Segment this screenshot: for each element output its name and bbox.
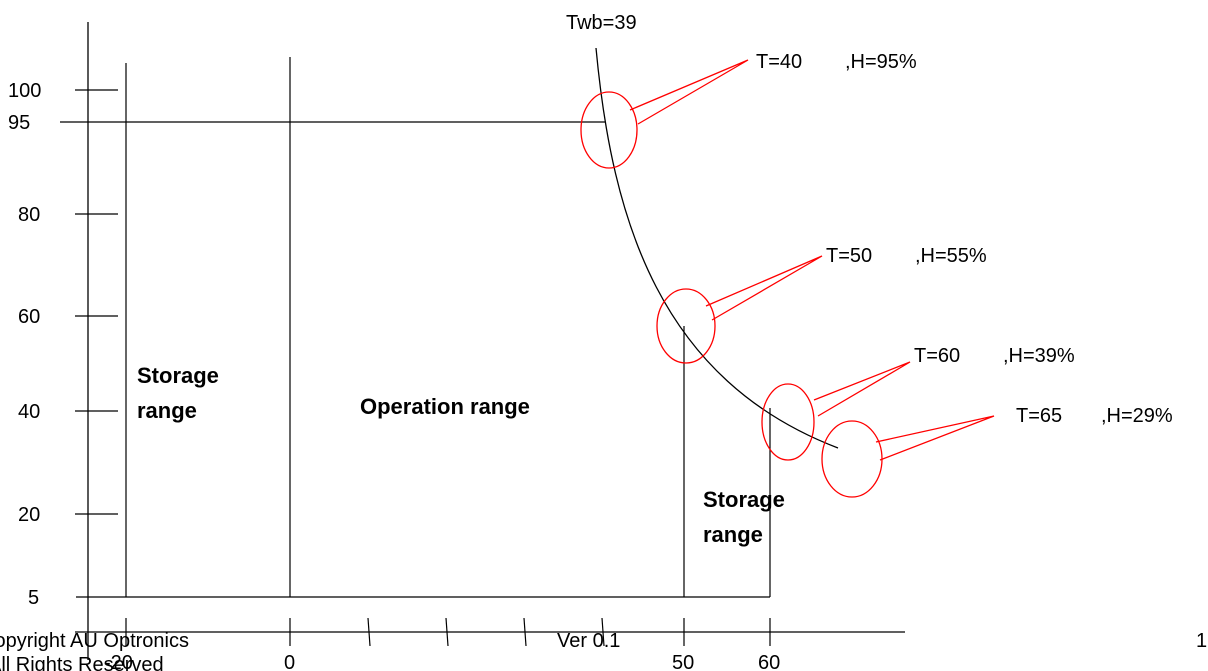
callout-t50 [656,255,823,364]
storage-range-right-line1: Storage [703,487,785,512]
storage-range-left-line2: range [137,398,197,423]
callout-t40-humidity: ,H=95% [845,51,917,73]
twb-curve-label: Twb=39 [566,12,637,34]
callout-t65-humidity: ,H=29% [1101,405,1173,427]
y-tick-label-5: 5 [28,587,39,609]
footer-page-number: 1 [1196,630,1207,652]
footer-copyright-line1: Copyright AU Optronics [0,630,189,652]
y-tick-label-20: 20 [18,504,40,526]
y-tick-label-60: 60 [18,306,40,328]
callout-t60-humidity: ,H=39% [1003,345,1075,367]
callout-circle-t65 [821,420,883,498]
x-tick-mark-20 [445,617,449,647]
callout-pointer-t50 [705,255,823,321]
callout-pointer-t60 [813,361,911,417]
x-tick-label-50: 50 [672,652,694,671]
callout-circle-t50 [656,288,716,364]
callout-t65-temp: T=65 [1016,405,1062,427]
footer-version: Ver 0.1 [557,630,620,652]
footer-copyright-line2: All Rights Reserved [0,654,164,671]
y-tick-label-100: 100 [8,80,41,102]
callout-pointer-t40 [629,59,749,125]
x-tick-label-60: 60 [758,652,780,671]
operation-range-label: Operation range [360,394,530,419]
callout-t50-humidity: ,H=55% [915,245,987,267]
y-tick-label-95: 95 [8,112,30,134]
storage-range-right-line2: range [703,522,763,547]
callout-t65 [821,415,995,498]
callout-t60-temp: T=60 [914,345,960,367]
callout-circle-t60 [761,383,815,461]
x-tick-label-0: 0 [284,652,295,671]
callout-t40-temp: T=40 [756,51,802,73]
y-tick-label-40: 40 [18,401,40,423]
callout-t60 [761,361,911,461]
callout-pointer-t65 [875,415,995,461]
x-tick-mark-10 [367,617,371,647]
x-tick-mark-40 [601,617,605,647]
callout-t50-temp: T=50 [826,245,872,267]
twb-39-curve [595,47,839,449]
x-tick-label-minus-20: -20 [104,652,133,671]
callout-circle-t40 [580,91,638,169]
y-tick-label-80: 80 [18,204,40,226]
x-tick-mark-30 [523,617,527,647]
callout-t40 [580,59,749,169]
storage-range-left-line1: Storage [137,363,219,388]
